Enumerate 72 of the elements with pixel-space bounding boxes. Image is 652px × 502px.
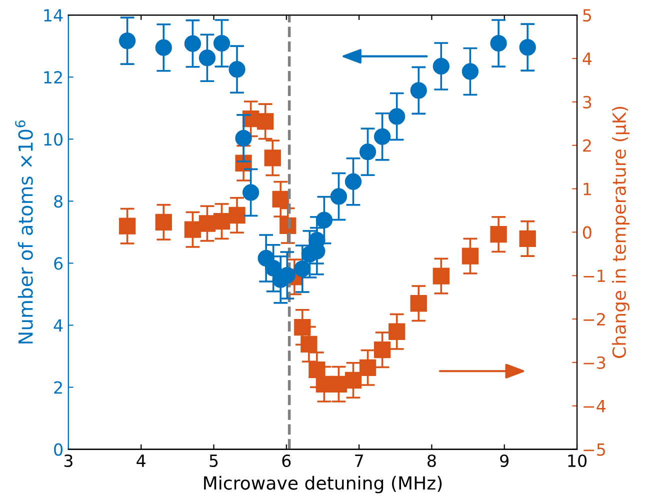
- point: [308, 361, 326, 378]
- point: [213, 34, 230, 52]
- point: [432, 268, 450, 284]
- point: [272, 190, 289, 208]
- point: [388, 323, 406, 340]
- point: [388, 108, 406, 125]
- x-tick-label: 3: [64, 454, 72, 468]
- y-tick-label: 12: [44, 71, 62, 84]
- y-tick-label: 6: [54, 257, 63, 270]
- point: [118, 32, 136, 50]
- point: [198, 215, 216, 232]
- y-tick-label: 8: [54, 195, 62, 208]
- x-tick-label: 9: [500, 454, 508, 468]
- y2-tick-label: −5: [584, 443, 605, 456]
- y2-tick-label: 5: [583, 9, 592, 22]
- x-tick-label: 8: [428, 454, 436, 468]
- point: [242, 184, 260, 201]
- point: [316, 212, 333, 228]
- point: [410, 82, 427, 99]
- y-tick-label: 10: [44, 133, 62, 146]
- point: [330, 188, 348, 205]
- point: [490, 34, 507, 52]
- point: [118, 218, 136, 234]
- point: [374, 128, 391, 145]
- y2-tick-label: 0: [582, 226, 592, 239]
- y-tick-label: 14: [44, 9, 63, 22]
- y2-tick-label: −1: [584, 270, 605, 282]
- x-tick-label: 10: [568, 454, 587, 468]
- y2-tick-label: 4: [582, 52, 592, 65]
- point: [519, 230, 536, 248]
- point: [264, 150, 281, 166]
- point: [184, 221, 202, 238]
- point: [155, 39, 172, 56]
- point: [184, 35, 202, 52]
- y2-tick-label: 1: [584, 182, 591, 196]
- point: [462, 248, 479, 264]
- y2-tick-label: −2: [584, 312, 605, 326]
- point: [300, 336, 318, 353]
- point: [257, 113, 274, 130]
- y2-tick-label: 3: [583, 96, 592, 108]
- y-tick-label: 2: [54, 381, 62, 394]
- point: [519, 38, 536, 56]
- point: [490, 226, 507, 243]
- y2-tick-label: 2: [583, 139, 591, 152]
- y-tick-label: 4: [54, 319, 63, 332]
- point: [228, 206, 246, 224]
- point: [359, 359, 376, 376]
- x-axis-title: Microwave detuning (MHz): [204, 476, 442, 494]
- point: [374, 342, 391, 358]
- y2-axis-title: Change in temperature (μK): [612, 106, 630, 358]
- point: [432, 58, 450, 75]
- point: [228, 61, 246, 78]
- y2-tick-label: −3: [584, 356, 606, 370]
- x-tick-label: 5: [210, 454, 218, 468]
- point: [213, 212, 230, 230]
- point: [155, 214, 172, 231]
- point: [198, 50, 216, 66]
- point: [235, 130, 252, 147]
- x-tick-label: 6: [282, 454, 291, 468]
- point: [330, 376, 348, 392]
- y-tick-label: 0: [54, 443, 62, 456]
- point: [265, 260, 282, 276]
- point: [462, 63, 479, 80]
- point: [359, 144, 376, 160]
- point: [344, 173, 362, 190]
- y-axis-title: Number of atoms ×10$^{6}$: [15, 120, 33, 344]
- point: [344, 372, 362, 389]
- x-tick-label: 4: [136, 454, 146, 467]
- x-tick-label: 7: [355, 454, 363, 467]
- y2-tick-label: −4: [584, 400, 606, 412]
- point: [294, 318, 311, 336]
- point: [410, 295, 427, 312]
